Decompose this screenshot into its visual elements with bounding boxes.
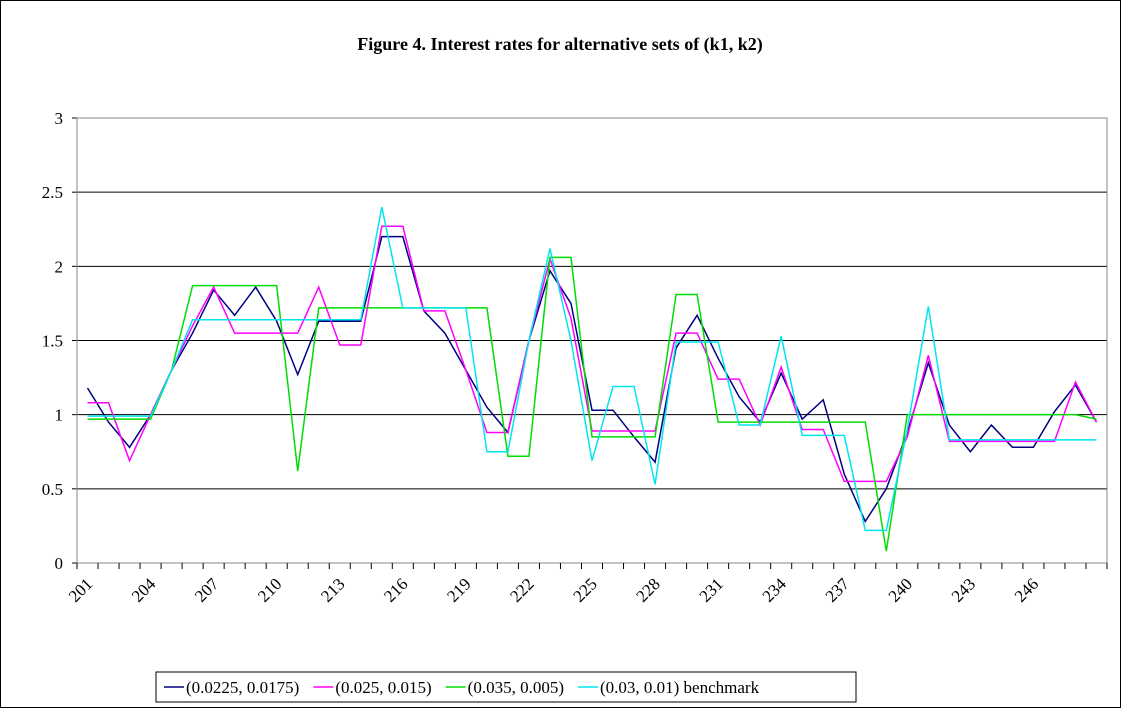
y-tick-label: 1.5 bbox=[42, 332, 63, 351]
y-tick-label: 3 bbox=[55, 109, 64, 128]
legend-box bbox=[155, 671, 857, 703]
y-tick-label: 2.5 bbox=[42, 183, 63, 202]
plot-area bbox=[76, 117, 1108, 564]
legend-label: (0.035, 0.005) bbox=[468, 678, 564, 697]
legend-label: (0.025, 0.015) bbox=[335, 678, 431, 697]
series-line bbox=[87, 206, 1097, 532]
series-line bbox=[86, 235, 1098, 524]
y-tick-label: 0 bbox=[55, 554, 64, 573]
series-line bbox=[87, 256, 1097, 552]
y-tick-label: 1 bbox=[55, 406, 64, 425]
legend-label: (0.03, 0.01) benchmark bbox=[600, 678, 760, 697]
chart-title: Figure 4. Interest rates for alternative… bbox=[357, 34, 762, 55]
legend-label: (0.0225, 0.0175) bbox=[186, 678, 299, 697]
y-tick-label: 2 bbox=[55, 257, 64, 276]
y-tick-label: 0.5 bbox=[42, 480, 63, 499]
